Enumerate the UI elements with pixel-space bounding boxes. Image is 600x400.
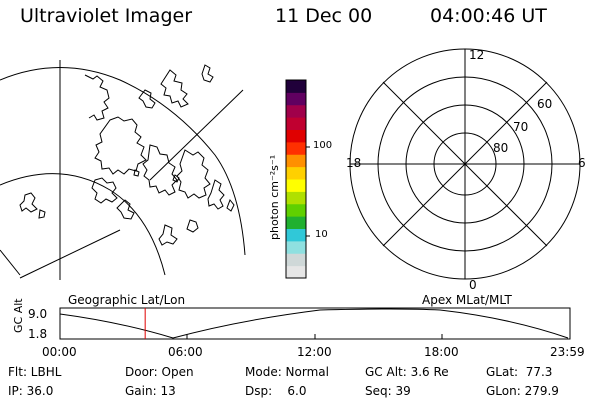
altitude-ytick-top: 9.0: [28, 307, 48, 321]
altitude-ylabel: GC Alt: [12, 298, 25, 333]
meridian-line: [19, 229, 121, 279]
geographic-panel-label: Geographic Lat/Lon: [68, 293, 186, 307]
colorbar-swatch: [286, 240, 306, 254]
gain-info: Gain: 13: [125, 384, 176, 398]
colorbar-swatch: [286, 228, 306, 242]
colorbar-swatch: [286, 265, 306, 279]
colorbar-frame: [285, 79, 307, 279]
filter-info: Flt: LBHL: [8, 365, 62, 379]
lat-label-70: 70: [513, 120, 529, 134]
colorbar-swatch: [286, 166, 306, 180]
mlt-label-6: 6: [578, 156, 586, 170]
sequence-info: Seq: 39: [365, 384, 411, 398]
altitude-xtick: 12:00: [297, 345, 332, 359]
x-axis-ticks: [186, 334, 443, 339]
colorbar-label-100: 100: [313, 140, 333, 151]
colorbar-swatches: [286, 80, 306, 279]
mlt-label-18: 18: [346, 156, 362, 170]
latitude-circle-outer: [0, 67, 246, 256]
colorbar-swatch: [286, 203, 306, 217]
altitude-xtick: 18:00: [424, 345, 459, 359]
colorbar-swatch: [286, 104, 306, 118]
colorbar-swatch: [286, 179, 306, 192]
gc-altitude-info: GC Alt: 3.6 Re: [365, 365, 449, 379]
observation-date: 11 Dec 00: [275, 5, 373, 27]
meridian-line: [149, 89, 244, 181]
colorbar-swatch: [286, 191, 306, 205]
dsp-info: Dsp: 6.0: [245, 384, 307, 398]
apex-panel-label: Apex MLat/MLT: [422, 293, 512, 307]
colorbar-swatch: [286, 80, 306, 93]
polar-mlat-mlt-plot: [349, 48, 581, 280]
lat-label-60: 60: [537, 97, 553, 111]
altitude-xtick: 23:59: [550, 345, 585, 359]
altitude-xtick: 00:00: [42, 345, 77, 359]
latitude-circle-inner: [0, 173, 166, 276]
colorbar-unit-label: photon cm⁻²s⁻¹: [268, 154, 281, 240]
door-info: Door: Open: [125, 365, 194, 379]
meridian-line: [0, 249, 21, 276]
mlt-label-12: 12: [469, 48, 485, 62]
geographic-longitude-info: GLon: 279.9: [486, 384, 559, 398]
mode-info: Mode: Normal: [245, 365, 329, 379]
geographic-map: [0, 60, 246, 280]
altitude-plot: [59, 307, 571, 340]
altitude-curve: [59, 308, 569, 339]
intensity-colorbar: [285, 79, 310, 279]
altitude-xtick: 06:00: [168, 345, 203, 359]
lat-label-80: 80: [493, 141, 509, 155]
colorbar-label-10: 10: [315, 229, 328, 240]
geographic-latitude-info: GLat: 77.3: [486, 365, 553, 379]
colorbar-swatch: [286, 154, 306, 168]
colorbar-swatch: [286, 92, 306, 106]
colorbar-swatch: [286, 216, 306, 229]
colorbar-swatch: [286, 129, 306, 143]
altitude-ytick-bottom: 1.8: [28, 327, 48, 341]
ip-info: IP: 36.0: [8, 384, 54, 398]
mlt-diagonal-line: [382, 81, 548, 247]
colorbar-swatch: [286, 141, 306, 155]
colorbar-swatch: [286, 117, 306, 130]
instrument-title: Ultraviolet Imager: [20, 5, 193, 27]
coastlines: [19, 64, 235, 246]
observation-time: 04:00:46 UT: [430, 5, 547, 27]
colorbar-swatch: [286, 253, 306, 267]
mlt-label-0: 0: [469, 278, 477, 292]
